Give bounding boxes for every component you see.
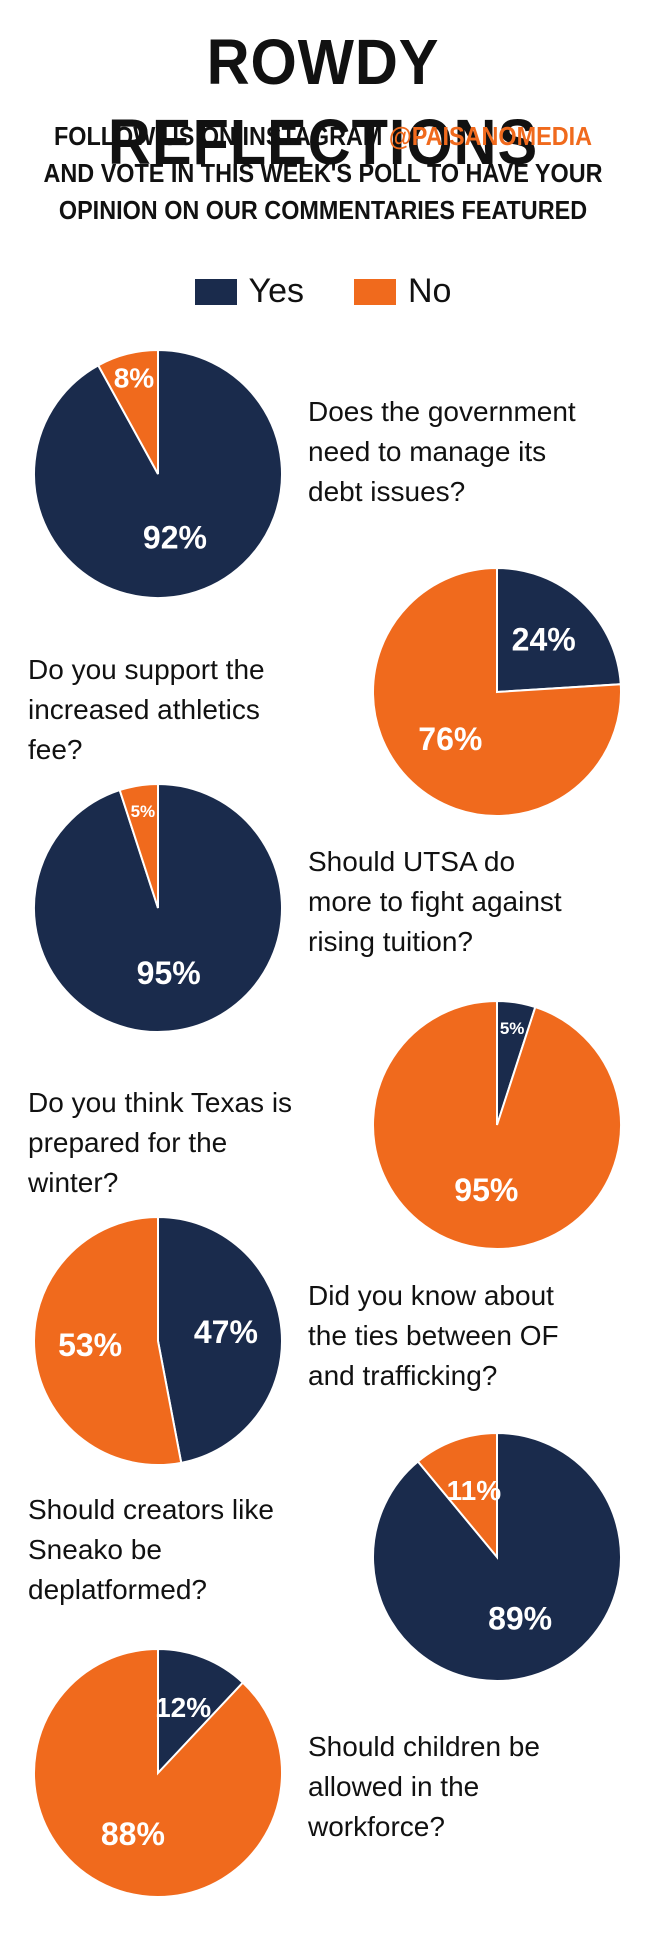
pie-slice-no (372, 566, 622, 817)
subtitle-line-3: OPINION ON OUR COMMENTARIES FEATURED (58, 195, 588, 225)
subtitle: FOLLOW US ON INSTAGRAM @PAISANOMEDIA AND… (41, 118, 604, 229)
question-line: Do you think Texas is (28, 1087, 293, 1118)
instagram-handle: @PAISANOMEDIA (388, 121, 593, 151)
pie-label-yes: 89% (488, 1601, 552, 1637)
pie-label-yes: 47% (194, 1314, 258, 1350)
poll-question-4: Do you think Texas is prepared for the wi… (28, 1083, 318, 1203)
pie-label-yes: 12% (155, 1692, 211, 1723)
question-line: prepared for the winter? (28, 1127, 228, 1198)
question-line: debt issues? (308, 476, 466, 507)
legend-label-yes: Yes (248, 272, 304, 310)
poll-question-1: Does the government need to manage its deb… (308, 392, 598, 512)
question-line: Do you support the (28, 654, 265, 685)
question-line: Did you know about (308, 1280, 554, 1311)
pie-label-no: 88% (101, 1816, 165, 1852)
question-line: and trafficking? (308, 1360, 498, 1391)
pie-label-yes: 92% (143, 520, 207, 556)
legend: Yes No (0, 272, 646, 311)
pie-slice-no (416, 1431, 498, 1560)
pie-label-no: 76% (418, 721, 482, 757)
pie-label-yes: 95% (137, 955, 201, 991)
question-line: increased athletics fee? (28, 694, 260, 765)
question-line: deplatformed? (28, 1574, 208, 1605)
subtitle-line-1-text: FOLLOW US ON INSTAGRAM (53, 121, 389, 151)
subtitle-line-2: AND VOTE IN THIS WEEK'S POLL TO HAVE YOU… (43, 158, 603, 188)
pie-label-no: 8% (114, 363, 155, 394)
pie-slice-yes (157, 1647, 245, 1776)
pie-chart-6: 89% 11% (372, 1431, 622, 1682)
poll-question-2: Do you support the increased athletics fe… (28, 650, 318, 770)
pie-chart-3: 95% 5% (33, 782, 283, 1033)
pie-chart-1: 92% 8% (33, 348, 283, 599)
poll-question-6: Should creators like Sneako be deplatforme… (28, 1490, 318, 1610)
pie-chart-7: 12% 88% (33, 1647, 283, 1898)
question-line: Does the government (308, 396, 576, 427)
page-title: ROWDY REFLECTIONS (107, 26, 539, 178)
subtitle-line-1: FOLLOW US ON INSTAGRAM @PAISANOMEDIA (41, 118, 604, 155)
pie-chart-4: 5% 95% (372, 999, 622, 1250)
question-line: Should creators like (28, 1494, 274, 1525)
legend-item-yes: Yes (194, 272, 304, 311)
question-line: need to manage its (308, 436, 547, 467)
poll-question-7: Should children be allowed in the workforc… (308, 1727, 598, 1847)
question-line: Should children be (308, 1731, 540, 1762)
poll-question-5: Did you know about the ties between OF and… (308, 1276, 598, 1396)
question-line: workforce? (308, 1811, 445, 1842)
legend-item-no: No (354, 272, 451, 311)
legend-swatch-yes (194, 278, 237, 305)
pie-label-no: 5% (131, 802, 156, 821)
pie-label-yes: 24% (512, 622, 576, 658)
question-line: rising tuition? (308, 926, 473, 957)
pie-label-no: 53% (58, 1327, 122, 1363)
pie-label-yes: 5% (500, 1019, 525, 1038)
question-line: more to fight against (308, 886, 562, 917)
pie-slice-no (33, 1647, 283, 1898)
pie-label-no: 11% (447, 1475, 502, 1506)
question-line: Sneako be (28, 1534, 162, 1565)
pie-slice-no (33, 1215, 183, 1466)
pie-chart-2: 24% 76% (372, 566, 622, 817)
question-line: allowed in the (308, 1771, 480, 1802)
pie-slice-no (96, 348, 159, 475)
legend-swatch-no (354, 278, 396, 305)
pie-slice-no (372, 999, 622, 1250)
question-line: Should UTSA do (308, 846, 516, 877)
question-line: the ties between OF (308, 1320, 559, 1351)
poll-question-3: Should UTSA do more to fight against risin… (308, 842, 598, 962)
legend-label-no: No (408, 272, 452, 310)
pie-slice-yes (496, 566, 622, 694)
pie-slice-no (118, 782, 159, 909)
pie-chart-5: 47% 53% (33, 1215, 283, 1466)
pie-label-no: 95% (454, 1172, 518, 1208)
pie-slice-yes (157, 1215, 283, 1464)
